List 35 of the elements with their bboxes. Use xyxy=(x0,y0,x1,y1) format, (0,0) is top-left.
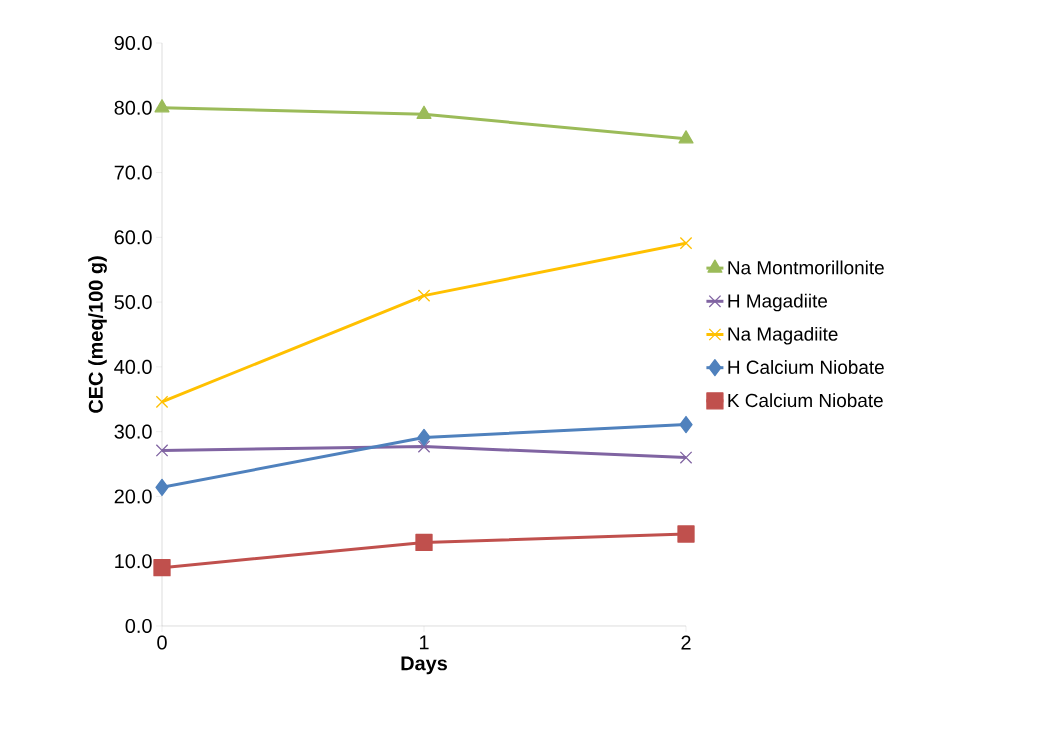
point xyxy=(416,105,432,119)
y-tick-label: 90.0 xyxy=(114,35,152,51)
legend-label: K Calcium Niobate xyxy=(728,393,883,408)
point xyxy=(679,451,693,464)
point xyxy=(417,289,431,302)
point xyxy=(153,559,171,577)
point xyxy=(415,533,433,552)
x-tick-label: 2 xyxy=(681,635,691,650)
point xyxy=(155,478,169,497)
point xyxy=(154,99,170,113)
point xyxy=(678,130,694,144)
point xyxy=(155,395,169,409)
y-tick-label: 20.0 xyxy=(114,489,152,504)
point xyxy=(679,236,693,250)
y-tick-label: 0.0 xyxy=(125,618,152,634)
legend-label: H Magadiite xyxy=(728,293,828,312)
legend-label: Na Montmorillonite xyxy=(728,260,884,275)
point xyxy=(155,444,169,457)
y-tick-label: 40.0 xyxy=(114,359,152,374)
point xyxy=(417,428,431,447)
legend-label: H Calcium Niobate xyxy=(728,360,884,374)
y-tick-label: 70.0 xyxy=(114,165,152,180)
x-tick-label: 0 xyxy=(157,635,167,650)
y-tick-label: 80.0 xyxy=(114,100,152,115)
y-tick-label: 30.0 xyxy=(114,424,152,439)
point xyxy=(679,415,693,434)
y-tick-label: 50.0 xyxy=(114,295,152,310)
point xyxy=(677,525,695,543)
x-axis-title: Days xyxy=(401,656,447,675)
legend-label: Na Magadiite xyxy=(728,326,838,345)
x-tick-label: 1 xyxy=(419,635,429,650)
point xyxy=(417,440,431,453)
y-tick-label: 60.0 xyxy=(114,230,152,245)
y-axis-title: CEC (meq/100 g) xyxy=(88,256,107,413)
y-tick-label: 10.0 xyxy=(115,554,152,569)
